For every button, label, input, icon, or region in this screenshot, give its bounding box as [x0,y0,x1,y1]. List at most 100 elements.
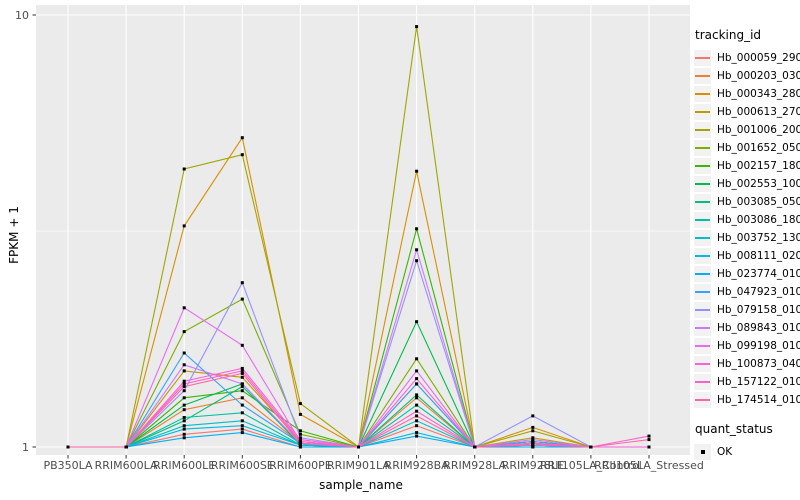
legend-key [694,86,711,102]
x-tick-label: RRIM901LA [327,459,390,472]
legend-label: Hb_000059_290 [717,52,800,64]
legend-key [694,212,711,228]
x-tick-label: RRIM600LA [95,459,158,472]
legend-swatch-line [695,381,710,383]
panel-background [36,5,690,455]
legend-item: Hb_008111_020 [694,247,800,265]
legend-swatch-line [695,273,710,275]
legend-key [694,176,711,192]
legend-item: Hb_100873_040 [694,355,800,373]
legend-item: Hb_002157_180 [694,157,800,175]
legend-item: Hb_157122_010 [694,373,800,391]
data-points [66,25,651,449]
legend-title-tracking-id: tracking_id [695,28,762,42]
legend-key [694,266,711,282]
legend-swatch-line [695,129,710,131]
legend-quant-block: quant_status OK [694,422,800,461]
legend-item: Hb_047923_010 [694,283,800,301]
legend-key [694,302,711,318]
x-tick-label: RRIM600SE [211,459,274,472]
x-tick-label: RRII105LA_Control [540,459,642,472]
legend-item: Hb_000343_280 [694,85,800,103]
legend-key [694,140,711,156]
legend-swatch-line [695,237,710,239]
legend-key [694,230,711,246]
legend-label: Hb_047923_010 [717,286,800,298]
legend-item: Hb_001652_050 [694,139,800,157]
legend-item: Hb_089843_010 [694,319,800,337]
legend-item: Hb_023774_010 [694,265,800,283]
legend-swatch-line [695,255,710,257]
legend-swatch-line [695,291,710,293]
legend-key [694,50,711,66]
legend-swatch-line [695,327,710,329]
legend-swatch-line [695,399,710,401]
legend-key [694,194,711,210]
legend-swatch-line [695,111,710,113]
legend-item: Hb_000203_030 [694,67,800,85]
square-point-icon [701,450,705,454]
legend-label: Hb_002157_180 [717,160,800,172]
legend-label: Hb_099198_010 [717,340,800,352]
y-axis-title: FPKM + 1 [7,206,21,264]
x-tick-label: RRIM928LA [443,459,506,472]
x-tick-label: RRIM928BA [385,459,450,472]
legend-item: Hb_000059_290 [694,49,800,67]
legend-label: Hb_003086_180 [717,214,800,226]
legend-title-quant-status: quant_status [695,422,773,436]
legend-label: Hb_002553_100 [717,178,800,190]
legend-key [694,122,711,138]
legend-key [694,392,711,408]
x-tick-label: RRIM928LE [502,459,564,472]
legend-swatch-line [695,201,710,203]
x-tick-label: RRII105LA_Stressed [594,459,704,472]
legend-key [694,338,711,354]
legend-label: Hb_023774_010 [717,268,800,280]
legend-item: Hb_002553_100 [694,175,800,193]
legend-label: Hb_079158_010 [717,304,800,316]
legend: tracking_id Hb_000059_290 Hb_000203_030 Hb… [694,28,800,461]
legend-label: Hb_000613_270 [717,106,800,118]
legend-key-ok [694,444,711,460]
legend-label-ok: OK [717,446,733,458]
legend-item: Hb_001006_200 [694,121,800,139]
x-tick-label: RRIM600LE [153,459,215,472]
legend-label: Hb_000203_030 [717,70,800,82]
legend-item: Hb_003752_130 [694,229,800,247]
legend-key [694,248,711,264]
legend-key [694,158,711,174]
legend-label: Hb_001006_200 [717,124,800,136]
legend-key [694,68,711,84]
legend-item: Hb_079158_010 [694,301,800,319]
legend-key [694,104,711,120]
legend-label: Hb_001652_050 [717,142,800,154]
legend-item: Hb_003085_050 [694,193,800,211]
legend-key [694,356,711,372]
x-tick-label: PB350LA [43,459,93,472]
legend-swatch-line [695,183,710,185]
legend-swatch-line [695,345,710,347]
legend-label: Hb_003085_050 [717,196,800,208]
legend-swatch-line [695,165,710,167]
legend-swatch-line [695,363,710,365]
legend-label: Hb_157122_010 [717,376,800,388]
legend-label: Hb_174514_010 [717,394,800,406]
legend-label: Hb_089843_010 [717,322,800,334]
legend-swatch-line [695,309,710,311]
x-axis-title: sample_name [319,478,403,492]
legend-tracking-items: Hb_000059_290 Hb_000203_030 Hb_000343_280 H… [694,49,800,409]
legend-label: Hb_003752_130 [717,232,800,244]
legend-swatch-line [695,75,710,77]
legend-swatch-line [695,57,710,59]
legend-item-ok: OK [694,443,800,461]
legend-swatch-line [695,219,710,221]
legend-item: Hb_003086_180 [694,211,800,229]
legend-key [694,320,711,336]
x-tick-label: RRIM600PE [269,459,332,472]
legend-swatch-line [695,93,710,95]
y-tick-label: 1 [22,441,29,454]
legend-label: Hb_008111_020 [717,250,800,262]
legend-item: Hb_000613_270 [694,103,800,121]
